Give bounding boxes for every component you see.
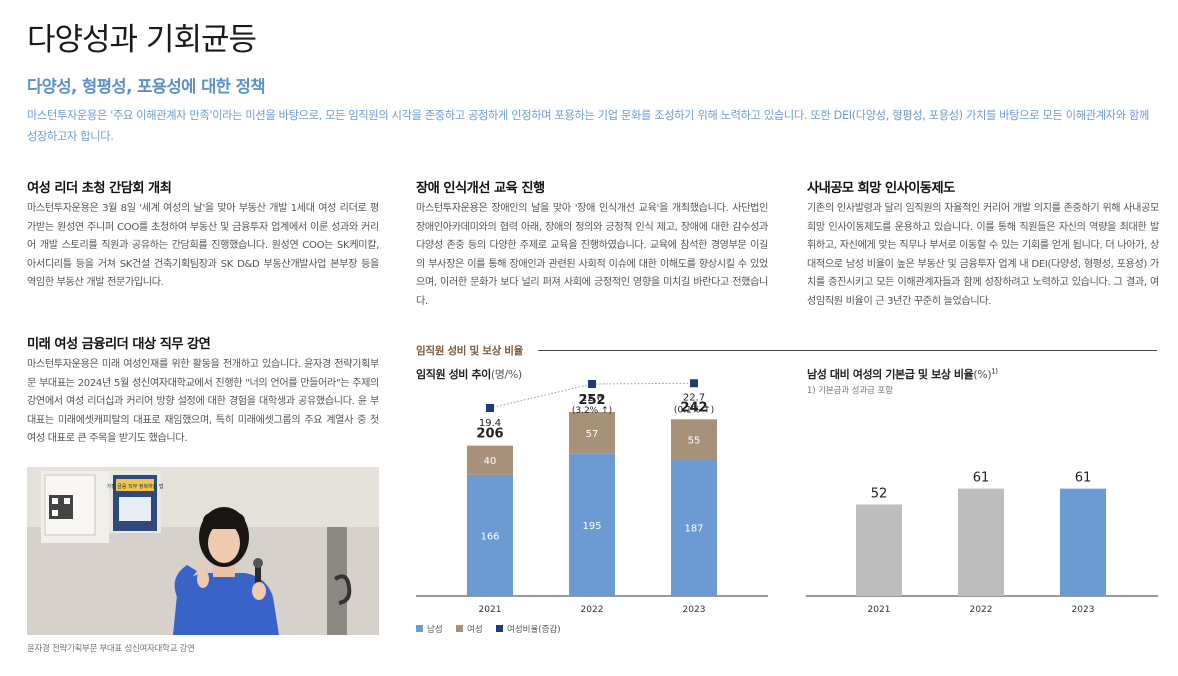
bar-pay-label: 52	[871, 486, 888, 501]
chart-title-headcount-text: 임직원 성비 추이	[416, 368, 491, 381]
bar-pay-ratio	[958, 488, 1004, 596]
female-ratio-change: (3.2% ↑)	[572, 406, 612, 416]
bar-female	[467, 445, 513, 475]
section-body-disability: 마스턴투자운용은 장애인의 날을 맞아 '장애 인식개선 교육'을 개최했습니다…	[416, 203, 768, 307]
bar-female-label: 57	[586, 429, 599, 440]
charts-header: 임직원 성비 및 보상 비율	[416, 345, 524, 357]
section-title-transfer: 사내공모 희망 인사이동제도	[807, 181, 955, 196]
bar-female-label: 40	[484, 456, 497, 467]
section-body-leaders: 마스턴투자운용은 3월 8일 '세계 여성의 날'을 맞아 부동산 개발 1세대…	[27, 203, 379, 288]
bar-total-label: 242	[680, 400, 707, 415]
bar-total-label: 252	[578, 393, 605, 408]
female-ratio-marker	[690, 379, 698, 388]
bar-male-label: 187	[684, 524, 703, 535]
bar-male	[467, 474, 513, 596]
female-ratio-line	[489, 382, 695, 409]
female-ratio-label: 19.4	[479, 418, 501, 429]
x-tick-label: 2022	[970, 605, 993, 615]
legend-swatch	[496, 625, 503, 632]
legend-label: 남성	[427, 625, 443, 635]
bar-female-label: 55	[688, 435, 701, 446]
bar-male-label: 195	[582, 521, 601, 532]
photo-caption: 윤자경 전략기획부문 부대표 성신여자대학교 강연	[27, 644, 195, 654]
section-title-disability: 장애 인식개선 교육 진행	[416, 181, 545, 196]
female-ratio-marker	[486, 404, 494, 412]
x-tick-label: 2021	[868, 605, 891, 615]
legend-swatch	[416, 625, 423, 632]
chart-title-headcount: 임직원 성비 추이(명/%)	[416, 366, 522, 382]
chart-unit-headcount: (명/%)	[490, 368, 522, 381]
page-title: 다양성과 기회균등	[27, 22, 257, 58]
chart-footnote-mark: 1)	[991, 367, 998, 376]
bar-pay-ratio	[1060, 488, 1106, 596]
section-title-lecture: 미래 여성 금융리더 대상 직무 강연	[27, 337, 211, 352]
charts-header-rule	[538, 350, 1157, 351]
female-ratio-marker	[588, 380, 596, 388]
lecture-photo-illustration: 가장 금융 직무 정복하는 법	[27, 467, 379, 635]
chart-title-pay: 남성 대비 여성의 기본급 및 보상 비율(%)1)	[807, 366, 998, 382]
legend-label: 여성비율(증감)	[507, 624, 561, 635]
section-body-lecture: 마스턴투자운용은 미래 여성인재를 위한 활동을 전개하고 있습니다. 윤자경 …	[27, 359, 379, 444]
poster-text: 가장 금융 직무 정복하는 법	[107, 483, 164, 490]
bar-male	[671, 459, 717, 596]
policy-subtitle: 다양성, 형평성, 포용성에 대한 정책	[27, 77, 266, 96]
legend-swatch	[456, 625, 463, 632]
female-ratio-label: 22.7	[683, 392, 705, 403]
chart-title-pay-text: 남성 대비 여성의 기본급 및 보상 비율	[807, 368, 974, 381]
headcount-chart: 166 40 206 2021 195 57 252 2022 187 55 242 2023 19.4…	[416, 379, 768, 635]
bar-pay-label: 61	[973, 471, 990, 486]
pay-ratio-chart: 52 2021 61 2022 61 2023	[806, 471, 1158, 615]
x-tick-label: 2021	[479, 605, 502, 615]
bar-pay-ratio	[856, 504, 902, 596]
x-tick-label: 2022	[581, 605, 604, 615]
bar-female	[671, 419, 717, 460]
female-ratio-label: 22.6	[581, 393, 603, 404]
bar-male	[569, 453, 615, 596]
bar-female	[569, 412, 615, 454]
section-body-transfer: 기존의 인사발령과 달리 임직원의 자율적인 커리어 개발 의지를 존중하기 위…	[807, 203, 1159, 307]
bar-male-label: 166	[480, 531, 499, 542]
section-title-leaders: 여성 리더 초청 간담회 개최	[27, 181, 172, 196]
x-tick-label: 2023	[683, 605, 706, 615]
female-ratio-change: (0.1% ↑)	[674, 405, 714, 415]
legend-label: 여성	[467, 624, 483, 635]
x-tick-label: 2023	[1072, 605, 1095, 615]
bar-pay-label: 61	[1075, 471, 1092, 486]
intro-paragraph: 마스턴투자운용은 '주요 이해관계자 만족'이라는 미션을 바탕으로, 모든 임…	[27, 109, 1149, 143]
bar-total-label: 206	[476, 427, 503, 442]
chart-note-pay: 1) 기본급과 성과급 포함	[807, 385, 893, 395]
chart-unit-pay: (%)	[973, 368, 992, 381]
lecture-photo: 가장 금융 직무 정복하는 법	[27, 467, 379, 635]
